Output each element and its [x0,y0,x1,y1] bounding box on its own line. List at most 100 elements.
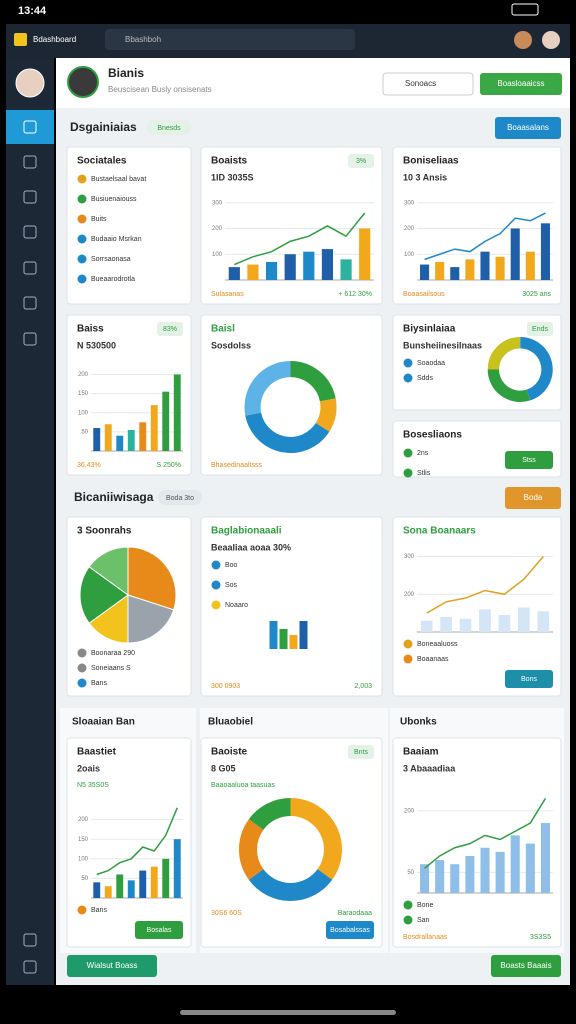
item-label: Boneaaluoss [417,641,458,648]
bar [525,843,535,893]
sidebar-icon[interactable] [23,332,37,346]
search-box[interactable] [105,29,355,50]
status-time: 13:44 [18,5,47,17]
badge [348,745,374,759]
kpi: 8 G05 [211,763,236,773]
bar [537,611,550,632]
card-footer: 300 0903 [211,683,240,690]
card-button[interactable] [505,451,553,469]
bottom-button[interactable] [491,955,561,977]
bar [247,264,259,280]
section-title: Bicaniiwisaga [74,490,154,504]
card-title: Boaists [211,156,248,167]
sidebar [6,58,54,985]
avatar[interactable] [542,31,560,49]
item-label: Sdds [417,375,433,382]
item-label: Sos [225,582,238,589]
bar [465,259,475,280]
y-tick-label: 150 [78,837,89,843]
bar [480,251,490,280]
item-label: Bans [91,907,107,914]
app-title: Bdashboard [33,35,76,44]
item-icon [403,639,413,649]
bottom-button-label: Wialsut Boass [87,961,138,970]
item-icon [77,663,87,673]
bottom-button[interactable] [67,955,157,977]
menu-icon[interactable] [14,33,27,46]
card-button[interactable] [505,670,553,688]
item-label: Bustaelsaal bavat [91,176,146,183]
item-label: Boonaraa 290 [91,650,135,657]
card-button[interactable] [326,921,374,939]
kpi: 10 3 Ansis [403,172,447,182]
item-icon [403,915,413,925]
card-footer: Baraodaaa [338,910,372,917]
y-tick-label: 100 [212,252,223,258]
kpi: 3 Abaaadiaa [403,763,456,773]
section-title: Dsgainiaias [70,120,137,134]
card-button-label: Bons [521,676,537,683]
item-label: Boo [225,562,238,569]
header-subtitle: Beuscisean Busly onsisenats [108,85,212,94]
card-button[interactable] [135,921,183,939]
card-title: Baisl [211,324,235,335]
card-title: Baaiam [403,747,439,758]
item-icon [77,678,87,688]
section-button[interactable] [495,117,561,139]
bar [435,261,445,280]
y-tick-label: 100 [404,252,415,258]
avatar[interactable] [514,31,532,49]
card [392,516,562,697]
kpi: Bunsheiinesilnaas [403,340,482,350]
y-tick-label: 150 [78,391,89,397]
section-pill [158,490,202,505]
pie-slice [127,546,177,611]
card-title: Baastiet [77,747,117,758]
card-title: Sona Boanaars [403,526,476,537]
sidebar-icon[interactable] [23,190,37,204]
select-box[interactable] [382,72,474,96]
sidebar-icon[interactable] [23,933,37,947]
sidebar-avatar[interactable] [15,68,45,98]
item-label: Soaodaa [417,360,445,367]
sidebar-icon[interactable] [23,120,37,134]
bar [173,839,181,898]
sidebar-icon[interactable] [23,225,37,239]
bar [284,254,296,280]
bar [93,428,101,451]
y-tick-label: 200 [404,808,415,814]
sidebar-icon[interactable] [23,960,37,974]
bar [510,835,520,893]
sidebar-icon[interactable] [23,155,37,169]
donut-segment [315,398,337,432]
sidebar-icon[interactable] [23,261,37,275]
item-icon [211,580,221,590]
badge [157,322,183,336]
card [66,146,192,305]
bar [359,228,371,280]
card-footer: Boaasailsous [403,291,445,298]
bar [510,228,520,280]
sidebar-icon[interactable] [23,296,37,310]
bar [104,886,112,898]
sidebar-active[interactable] [6,110,54,144]
item-label: Bans [91,680,107,687]
header-button-label: Boasloaaicss [497,79,544,88]
sub: Baaoaaluoa taasuas [211,782,275,789]
donut-segment [290,798,342,880]
item-label: Stlis [417,470,431,477]
header-button[interactable] [480,73,562,95]
card [200,146,383,305]
donut-segment [248,798,291,831]
badge [527,322,553,336]
bar [93,882,101,898]
section-button[interactable] [505,487,561,509]
bar [440,616,452,632]
item-icon [403,654,413,664]
bar [162,858,170,898]
bar [540,823,550,893]
y-tick-label: 100 [78,856,89,862]
y-tick-label: 200 [78,372,89,378]
card-footer: 3025 ans [522,291,551,298]
